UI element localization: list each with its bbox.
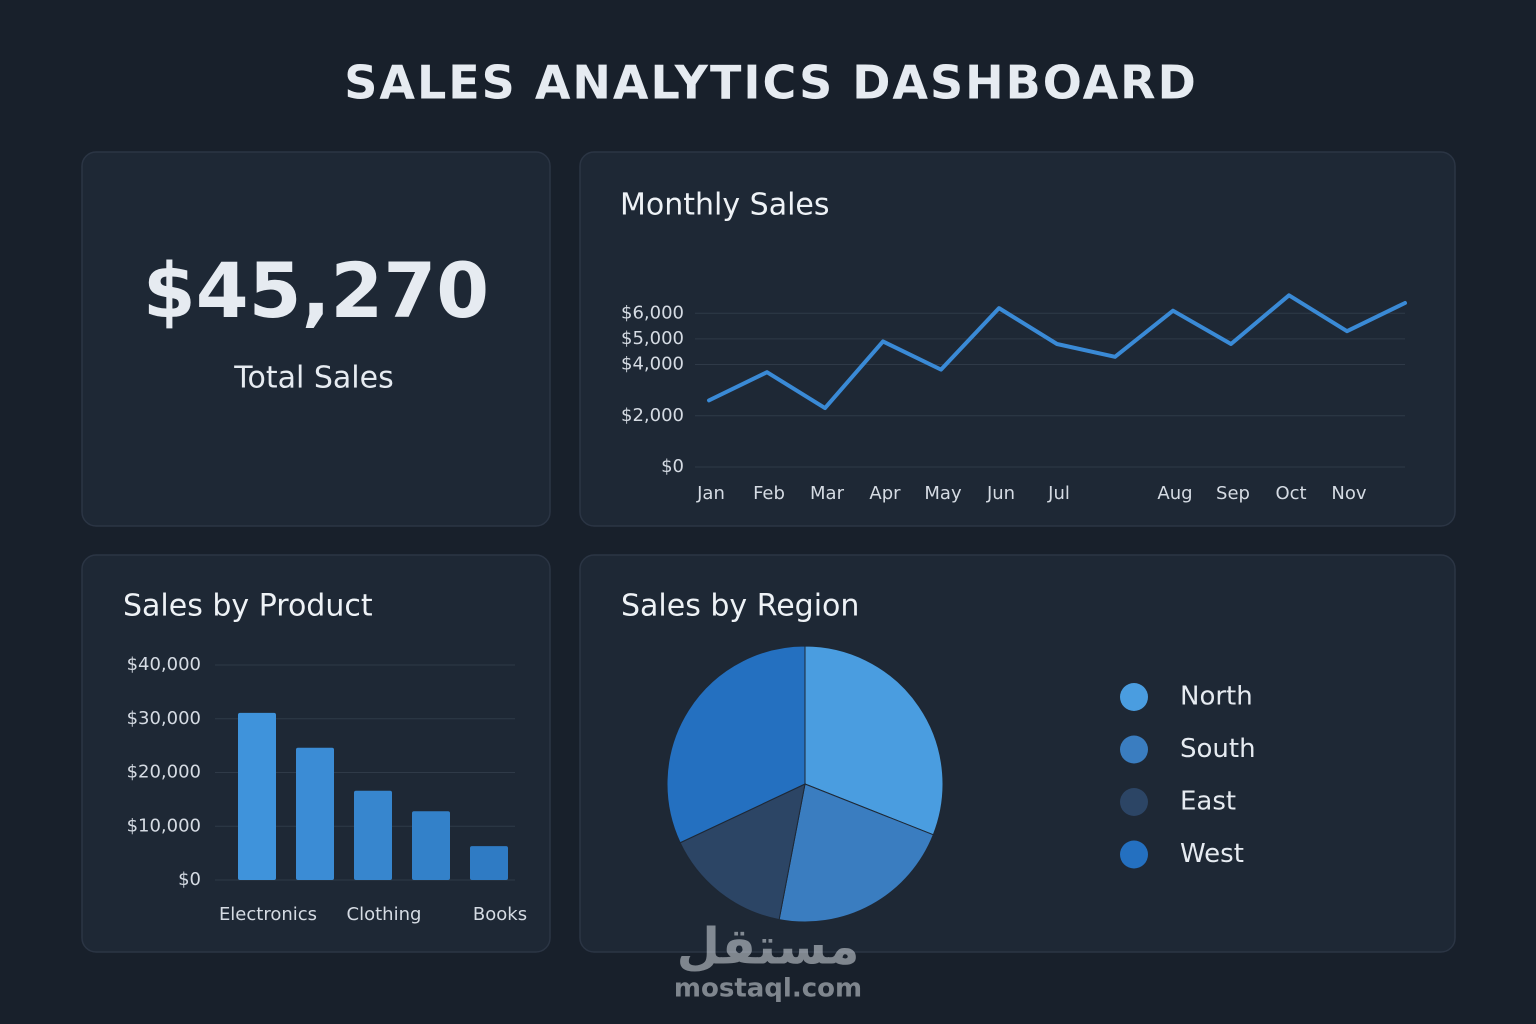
legend-label: North <box>1180 682 1253 712</box>
pie-slice <box>666 645 806 844</box>
x-tick-label: Feb <box>753 483 785 504</box>
x-tick-label: Jul <box>1047 483 1070 504</box>
y-tick-label: $6,000 <box>621 302 684 323</box>
legend-label: South <box>1180 734 1256 764</box>
legend-swatch <box>1120 683 1148 711</box>
legend-swatch <box>1120 788 1148 816</box>
y-tick-label: $4,000 <box>621 354 684 375</box>
y-tick-label: $30,000 <box>127 708 201 729</box>
x-tick-label: Nov <box>1331 483 1366 504</box>
bar <box>354 790 392 880</box>
y-tick-label: $40,000 <box>127 654 201 675</box>
bar <box>238 712 276 880</box>
sales-line <box>707 293 1407 411</box>
y-tick-label: $10,000 <box>127 815 201 836</box>
x-tick-label: Jun <box>986 483 1015 504</box>
x-tick-label: Apr <box>869 483 901 504</box>
x-tick-label: Mar <box>810 483 845 504</box>
watermark-arabic: مستقل <box>677 918 860 976</box>
kpi-label: Total Sales <box>233 361 393 396</box>
bar <box>296 747 334 880</box>
bar <box>412 811 450 880</box>
y-tick-label: $0 <box>178 869 201 890</box>
dashboard-title: SALES ANALYTICS DASHBOARD <box>344 56 1198 110</box>
x-tick-label: Electronics <box>219 904 317 925</box>
chart-title: Monthly Sales <box>620 188 830 223</box>
chart-title: Sales by Product <box>123 589 373 624</box>
pie-slice <box>804 645 944 836</box>
x-tick-label: May <box>924 483 962 504</box>
x-tick-label: Jan <box>696 483 725 504</box>
bar <box>470 846 508 880</box>
pie-slice <box>778 783 934 923</box>
kpi-card <box>81 151 551 527</box>
legend-label: East <box>1180 787 1236 817</box>
y-tick-label: $5,000 <box>621 328 684 349</box>
x-tick-label: Clothing <box>347 904 422 925</box>
y-tick-label: $0 <box>661 456 684 477</box>
y-tick-label: $20,000 <box>127 762 201 783</box>
x-tick-label: Books <box>473 904 527 925</box>
legend-swatch <box>1120 840 1148 869</box>
legend-label: West <box>1180 839 1244 869</box>
y-tick-label: $2,000 <box>621 405 684 426</box>
x-tick-label: Aug <box>1157 483 1192 504</box>
x-tick-label: Sep <box>1216 483 1250 504</box>
pie-slice <box>679 783 806 921</box>
chart-title: Sales by Region <box>621 589 859 624</box>
watermark-latin: mostaql.com <box>674 974 862 1004</box>
x-tick-label: Oct <box>1275 483 1306 504</box>
kpi-value: $45,270 <box>143 246 489 335</box>
legend-swatch <box>1120 735 1148 764</box>
